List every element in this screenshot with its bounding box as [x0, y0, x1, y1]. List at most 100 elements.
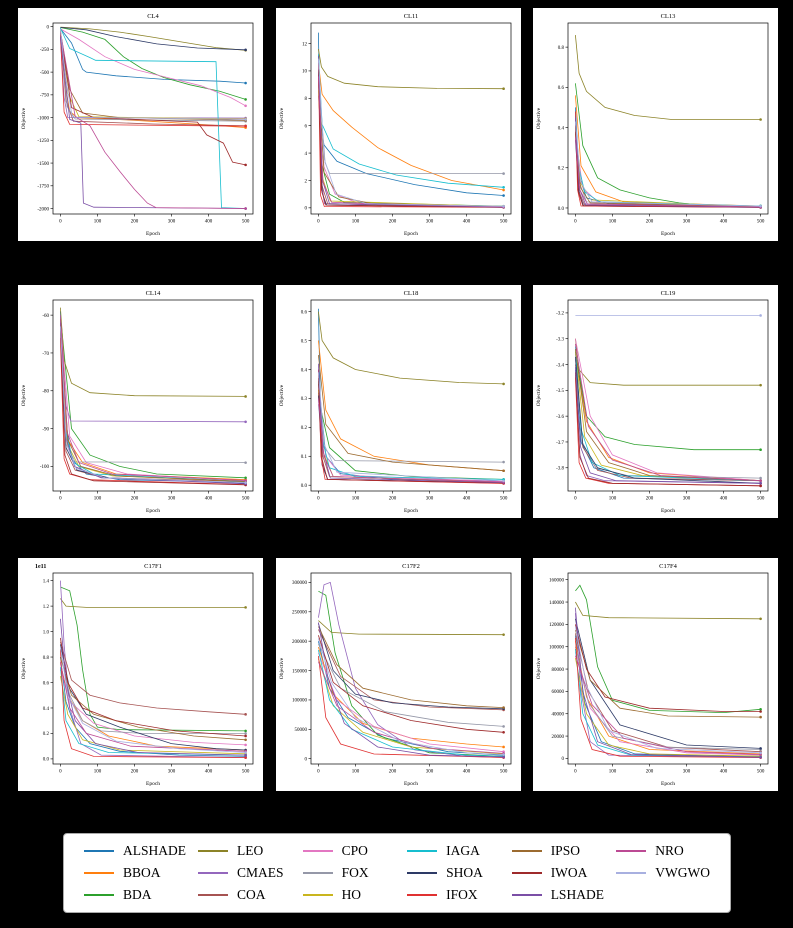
- series-line-lshade: [575, 117, 761, 208]
- x-tick-label: 400: [205, 497, 213, 502]
- series-end-marker-leo: [502, 87, 505, 91]
- x-tick-label: 200: [131, 770, 139, 775]
- x-tick-label: 0: [574, 497, 577, 502]
- y-tick-label: 8: [305, 97, 308, 102]
- series-end-marker-vwgwo: [502, 205, 505, 208]
- x-tick-label: 400: [463, 497, 471, 502]
- series-end-marker-bboa: [502, 745, 505, 749]
- y-axis-label: Objective: [536, 657, 542, 679]
- y-tick-label: 0.2: [301, 426, 308, 431]
- x-tick-label: 100: [94, 770, 102, 775]
- series-end-marker-ipso: [759, 715, 762, 719]
- x-tick-label: 100: [352, 497, 360, 502]
- series-line-vwgwo: [318, 372, 504, 482]
- legend-line-swatch: [511, 894, 542, 896]
- series-end-marker-leo: [759, 118, 762, 121]
- legend-line-swatch: [407, 850, 438, 852]
- series-line-lshade: [575, 607, 761, 758]
- y-tick-label: 150000: [292, 669, 308, 674]
- y-tick-label: -90: [42, 427, 49, 432]
- series-line-vwgwo: [575, 121, 761, 207]
- x-tick-label: 0: [59, 220, 62, 225]
- series-line-vwgwo: [575, 626, 761, 754]
- x-tick-label: 400: [205, 770, 213, 775]
- legend-item-shoa: SHOA: [407, 865, 500, 881]
- y-tick-label: 0.4: [43, 707, 50, 712]
- series-line-bboa: [318, 62, 504, 191]
- chart-svg-cl18: 0 100 200 300 400 500 0.0 0.1 0.2 0.3 0.4 0.5 0.6 CL1…: [279, 290, 512, 514]
- x-tick-label: 0: [317, 220, 320, 225]
- x-tick-label: 400: [720, 770, 728, 775]
- series-end-marker-cpo: [244, 743, 247, 747]
- y-tick-label: 250000: [292, 611, 308, 616]
- chart-panel-cl4: 0 100 200 300 400 500 0 -250 -500 -750 -1000 -1250 -…: [18, 8, 263, 241]
- series-end-marker-vwgwo: [244, 118, 247, 121]
- x-tick-label: 400: [205, 220, 213, 225]
- y-tick-label: 100000: [549, 646, 565, 651]
- legend-item-bboa: BBOA: [84, 865, 186, 881]
- series-line-iwoa: [60, 32, 246, 166]
- series-line-bda: [318, 590, 504, 757]
- x-tick-label: 0: [317, 770, 320, 775]
- y-tick-label: 0.5: [301, 339, 308, 344]
- legend-item-ho: HO: [302, 887, 396, 903]
- series-line-ifox: [60, 337, 246, 485]
- x-tick-label: 300: [426, 220, 434, 225]
- legend-item-ipso: IPSO: [511, 843, 605, 859]
- series-end-marker-vwgwo: [244, 751, 247, 754]
- x-tick-label: 300: [426, 497, 434, 502]
- series-line-iaga: [318, 649, 504, 757]
- x-tick-label: 100: [94, 220, 102, 225]
- series-end-marker-vwgwo: [759, 314, 762, 317]
- series-line-leo: [318, 48, 504, 90]
- x-tick-label: 500: [242, 770, 250, 775]
- y-tick-label: 0.3: [301, 397, 308, 402]
- legend-line-swatch: [511, 850, 542, 852]
- series-end-marker-leo: [759, 617, 762, 621]
- series-line-ifox: [60, 649, 246, 758]
- series-line-cpo: [575, 338, 761, 482]
- series-end-marker-shoa: [759, 747, 762, 750]
- series-line-iaga: [60, 27, 246, 209]
- chart-title: CL4: [147, 13, 159, 20]
- legend-label: COA: [237, 887, 266, 902]
- x-tick-label: 100: [609, 497, 617, 502]
- y-tick-label: 10: [302, 70, 308, 75]
- y-tick-label: 0.4: [558, 126, 565, 131]
- x-axis-label: Epoch: [146, 231, 160, 237]
- series-end-marker-ifox: [244, 756, 247, 759]
- legend-line-swatch: [511, 872, 542, 874]
- y-tick-label: -1000: [37, 116, 49, 121]
- series-end-marker-lshade: [244, 753, 247, 757]
- series-line-fox: [318, 643, 504, 727]
- series-end-marker-iwoa: [502, 730, 505, 734]
- y-tick-label: 200000: [292, 640, 308, 645]
- chart-panel-cl14: 0 100 200 300 400 500 -60 -70 -80 -90 -100 CL14 Epoc…: [18, 285, 263, 518]
- series-line-nro: [318, 398, 504, 483]
- legend-line-swatch: [84, 850, 114, 852]
- series-line-leo: [60, 598, 246, 608]
- chart-svg-c17f1: 0 100 200 300 400 500 0.0 0.2 0.4 0.6 0.8 1.0 1.2 1.4…: [21, 563, 254, 787]
- x-tick-label: 400: [720, 220, 728, 225]
- series-end-marker-leo: [502, 382, 505, 386]
- x-tick-label: 300: [426, 770, 434, 775]
- chart-svg-cl14: 0 100 200 300 400 500 -60 -70 -80 -90 -100 CL14 Epoc…: [21, 290, 254, 514]
- axis-offset-label: 1e11: [35, 564, 46, 570]
- series-line-iwoa: [318, 635, 504, 733]
- legend-label: LSHADE: [550, 887, 604, 902]
- y-tick-label: 20000: [552, 735, 565, 740]
- legend: ALSHADE BBOA BDA LEO CMAES COA CPO FOX HO IAGA SHO…: [63, 833, 731, 913]
- x-tick-label: 200: [389, 497, 397, 502]
- chart-title: CL19: [661, 290, 676, 297]
- series-line-vwgwo: [60, 646, 246, 753]
- series-line-shoa: [60, 27, 246, 51]
- x-tick-label: 400: [463, 220, 471, 225]
- series-end-marker-fox: [759, 476, 762, 480]
- legend-line-swatch: [198, 894, 228, 896]
- chart-panel-c17f1: 0 100 200 300 400 500 0.0 0.2 0.4 0.6 0.8 1.0 1.2 1.4…: [18, 558, 263, 791]
- legend-line-swatch: [302, 872, 333, 874]
- series-end-marker-vwgwo: [502, 753, 505, 756]
- y-axis-label: Objective: [21, 384, 27, 406]
- x-tick-label: 0: [317, 497, 320, 502]
- series-end-marker-shoa: [244, 48, 247, 52]
